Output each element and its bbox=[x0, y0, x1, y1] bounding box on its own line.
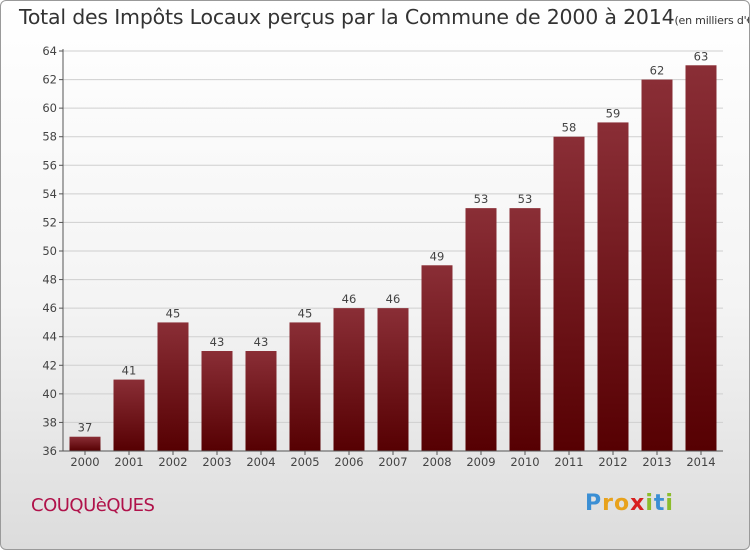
logo-letter: i bbox=[665, 491, 674, 516]
y-tick-label: 48 bbox=[42, 273, 57, 287]
x-tick-label: 2013 bbox=[642, 455, 671, 469]
data-label-2014: 63 bbox=[694, 49, 709, 63]
bar-2009 bbox=[465, 208, 497, 451]
data-label-2000: 37 bbox=[78, 421, 93, 435]
x-tick-label: 2001 bbox=[114, 455, 143, 469]
x-tick-label: 2003 bbox=[202, 455, 231, 469]
logo-letter: x bbox=[630, 491, 646, 516]
commune-name: COUQUèQUES bbox=[31, 495, 155, 516]
title-text: Total des Impôts Locaux perçus par la Co… bbox=[19, 5, 675, 29]
bar-2005 bbox=[289, 322, 321, 451]
data-label-2001: 41 bbox=[122, 364, 137, 378]
x-tick-label: 2012 bbox=[598, 455, 627, 469]
data-label-2013: 62 bbox=[650, 64, 665, 78]
data-label-2005: 45 bbox=[298, 306, 313, 320]
logo-letter: o bbox=[613, 491, 631, 516]
logo-letter: i bbox=[645, 491, 654, 516]
data-label-2007: 46 bbox=[386, 292, 401, 306]
x-tick-label: 2004 bbox=[246, 455, 275, 469]
y-tick-label: 64 bbox=[42, 44, 57, 58]
x-tick-label: 2005 bbox=[290, 455, 319, 469]
bar-2012 bbox=[597, 122, 629, 451]
data-label-2010: 53 bbox=[518, 192, 533, 206]
data-label-2011: 58 bbox=[562, 121, 577, 135]
x-tick-label: 2011 bbox=[554, 455, 583, 469]
bar-2001 bbox=[113, 379, 145, 451]
bar-2004 bbox=[245, 351, 277, 451]
data-label-2008: 49 bbox=[430, 249, 445, 263]
data-label-2004: 43 bbox=[254, 335, 269, 349]
x-axis-ticks: 2000 2001 2002 2003 2004 2005 2006 2007 2008 2009… bbox=[70, 451, 716, 469]
bars bbox=[69, 65, 717, 452]
bar-2008 bbox=[421, 265, 453, 451]
bar-2002 bbox=[157, 322, 189, 451]
y-tick-label: 42 bbox=[42, 358, 57, 372]
bar-2011 bbox=[553, 136, 585, 451]
x-tick-label: 2010 bbox=[510, 455, 539, 469]
y-tick-label: 54 bbox=[42, 187, 57, 201]
y-tick-label: 44 bbox=[42, 330, 57, 344]
bar-2014 bbox=[685, 65, 717, 452]
chart-title: Total des Impôts Locaux perçus par la Co… bbox=[19, 5, 750, 29]
unit-text: (en milliers d'€) bbox=[674, 14, 750, 27]
data-labels: 37 41 45 43 43 45 46 46 49 53 53 58 59 62 63 bbox=[78, 49, 709, 434]
bar-2007 bbox=[377, 308, 409, 451]
y-tick-label: 56 bbox=[42, 158, 57, 172]
logo-letter: t bbox=[653, 491, 666, 516]
proxiti-logo: Proxiti bbox=[585, 491, 674, 516]
y-tick-label: 46 bbox=[42, 301, 57, 315]
bar-2013 bbox=[641, 79, 673, 452]
x-tick-label: 2009 bbox=[466, 455, 495, 469]
x-tick-label: 2000 bbox=[70, 455, 99, 469]
logo-letter: P bbox=[585, 491, 603, 516]
x-tick-label: 2008 bbox=[422, 455, 451, 469]
bar-2003 bbox=[201, 351, 233, 451]
x-tick-label: 2007 bbox=[378, 455, 407, 469]
x-tick-label: 2002 bbox=[158, 455, 187, 469]
y-tick-label: 36 bbox=[42, 444, 57, 458]
y-tick-label: 52 bbox=[42, 215, 57, 229]
data-label-2006: 46 bbox=[342, 292, 357, 306]
data-label-2002: 45 bbox=[166, 306, 181, 320]
y-tick-label: 60 bbox=[42, 101, 57, 115]
logo-letter: r bbox=[602, 491, 614, 516]
bar-2006 bbox=[333, 308, 365, 451]
y-tick-label: 40 bbox=[42, 387, 57, 401]
y-tick-label: 50 bbox=[42, 244, 57, 258]
bar-2010 bbox=[509, 208, 541, 451]
y-tick-label: 58 bbox=[42, 130, 57, 144]
y-axis-ticks: 36 38 40 42 44 46 48 50 52 54 56 58 60 62 64 bbox=[42, 44, 63, 458]
bar-2000 bbox=[69, 436, 101, 451]
x-tick-label: 2006 bbox=[334, 455, 363, 469]
y-tick-label: 62 bbox=[42, 73, 57, 87]
x-tick-label: 2014 bbox=[686, 455, 715, 469]
y-tick-label: 38 bbox=[42, 415, 57, 429]
data-label-2012: 59 bbox=[606, 106, 621, 120]
data-label-2003: 43 bbox=[210, 335, 225, 349]
data-label-2009: 53 bbox=[474, 192, 489, 206]
